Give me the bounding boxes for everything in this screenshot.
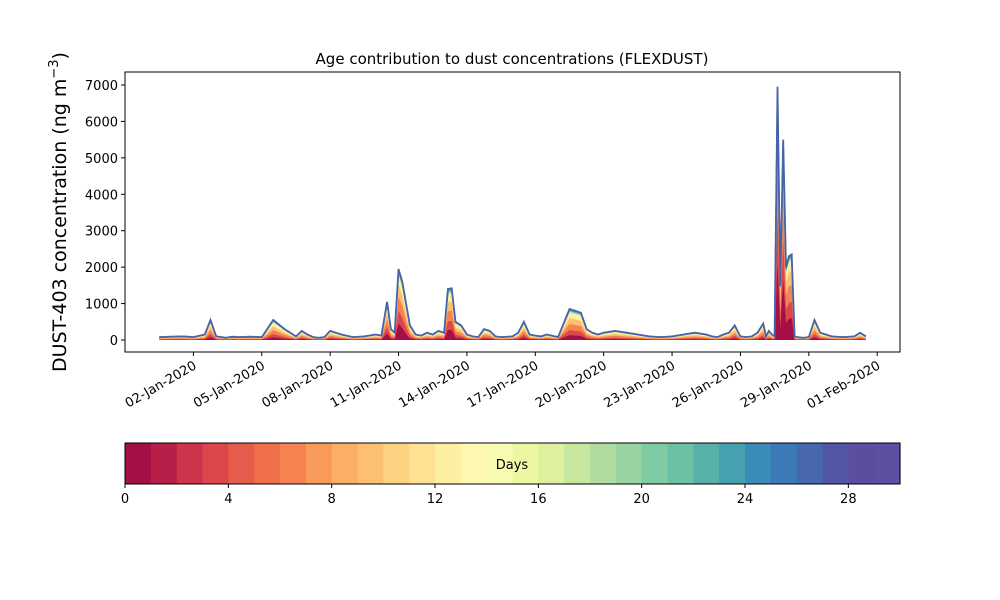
colorbar-swatch: [409, 443, 436, 484]
x-tick-label: 14-Jan-2020: [396, 358, 473, 411]
colorbar-swatch: [357, 443, 384, 484]
age-band-2: [159, 162, 866, 340]
y-tick-label: 7000: [85, 79, 118, 94]
colorbar-swatch: [176, 443, 204, 484]
colorbar-frame: [124, 442, 901, 485]
x-tick-label: 17-Jan-2020: [465, 358, 542, 411]
y-tick-label: 6000: [85, 115, 118, 130]
age-band-5: [159, 99, 866, 340]
colorbar-tick-label: 0: [121, 492, 129, 507]
age-band-4: [159, 107, 866, 340]
colorbar-tick-label: 24: [737, 492, 754, 507]
colorbar-swatch: [486, 443, 514, 484]
colorbar-tick-label: 4: [224, 492, 232, 507]
y-tick-label: 2000: [85, 261, 118, 276]
colorbar-swatch: [538, 443, 565, 484]
y-label-close: ): [49, 52, 71, 59]
colorbar-swatch: [590, 443, 617, 484]
age-band-6: [159, 94, 866, 341]
colorbar-swatch: [615, 443, 643, 484]
colorbar-swatch: [228, 443, 255, 484]
colorbar-tick-label: 16: [530, 492, 547, 507]
x-tick-label: 29-Jan-2020: [738, 358, 815, 411]
y-label-superscript: −3: [47, 59, 62, 78]
y-tick-label: 5000: [85, 152, 118, 167]
colorbar-swatch: [331, 443, 359, 484]
colorbar-tick-label: 8: [328, 492, 336, 507]
colorbar-swatch: [745, 443, 772, 484]
colorbar-tick-label: 28: [840, 492, 857, 507]
total-line-1: [159, 90, 867, 339]
total-lines: [159, 86, 867, 340]
age-band-3: [159, 124, 866, 340]
total-line-2: [159, 86, 867, 340]
colorbar-swatch: [460, 443, 488, 484]
x-axis-ticks: 02-Jan-202005-Jan-202008-Jan-202011-Jan-…: [123, 352, 883, 412]
colorbar-swatch: [150, 443, 178, 484]
colorbar-swatch: [512, 443, 539, 484]
total-line-0: [159, 94, 867, 339]
age-band-1: [159, 213, 866, 340]
x-tick-label: 08-Jan-2020: [260, 358, 337, 411]
age-band-8: [159, 86, 866, 340]
colorbar-swatch: [254, 443, 281, 484]
colorbar-swatch: [667, 443, 694, 484]
svg-text:DUST-403 concentration (ng m−3: DUST-403 concentration (ng m−3): [47, 52, 71, 372]
plot-frame: [124, 71, 901, 353]
y-axis-label: DUST-403 concentration (ng m−3): [47, 52, 71, 372]
colorbar-swatch: [305, 443, 333, 484]
colorbar-swatch: [719, 443, 746, 484]
colorbar-swatch: [822, 443, 849, 484]
chart-title: Age contribution to dust concentrations …: [316, 50, 709, 68]
colorbar-tick-label: 20: [633, 492, 650, 507]
colorbar-swatch: [202, 443, 229, 484]
x-tick-label: 01-Feb-2020: [805, 358, 884, 412]
y-tick-label: 4000: [85, 188, 118, 203]
colorbar-label: Days: [496, 458, 529, 473]
colorbar-swatch: [125, 443, 152, 484]
colorbar-tick-label: 12: [427, 492, 444, 507]
colorbar-swatch: [435, 443, 462, 484]
age-band-7: [159, 94, 866, 341]
colorbar-swatch: [848, 443, 875, 484]
colorbar-swatch: [641, 443, 669, 484]
age-area-layers: [159, 86, 866, 341]
y-tick-label: 0: [110, 334, 118, 349]
y-label-main: DUST-403 concentration (ng m: [49, 79, 71, 372]
colorbar-swatch: [796, 443, 824, 484]
x-tick-label: 02-Jan-2020: [123, 358, 200, 411]
colorbar-ticks: 0 4 8 12 16 20 24 28: [121, 484, 857, 507]
y-tick-label: 1000: [85, 298, 118, 313]
x-tick-label: 05-Jan-2020: [191, 358, 268, 411]
x-tick-label: 26-Jan-2020: [670, 358, 747, 411]
colorbar-swatch: [280, 443, 307, 484]
colorbar-swatch: [874, 443, 901, 484]
colorbar-swatch: [383, 443, 410, 484]
y-tick-label: 3000: [85, 225, 118, 240]
x-tick-label: 23-Jan-2020: [601, 358, 678, 411]
colorbar-swatch: [564, 443, 591, 484]
colorbar-swatch: [770, 443, 798, 484]
y-axis-ticks: 0 1000 2000 3000 4000 5000 6000 7000: [85, 79, 125, 349]
x-tick-label: 20-Jan-2020: [533, 358, 610, 411]
x-tick-label: 11-Jan-2020: [328, 358, 405, 411]
colorbar-swatch: [693, 443, 720, 484]
days-colorbar: [124, 442, 901, 485]
